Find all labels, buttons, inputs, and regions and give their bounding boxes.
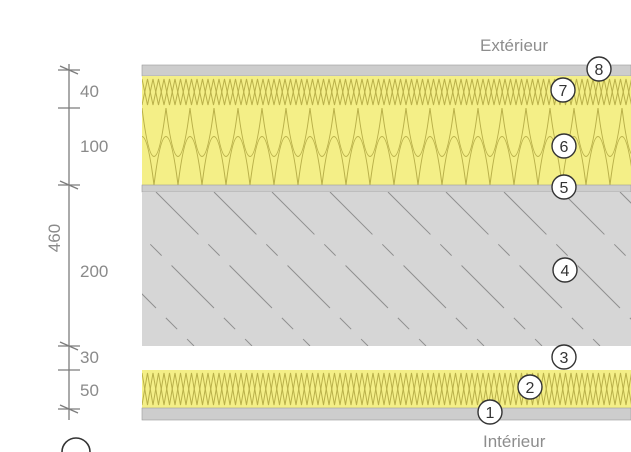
layer-marker-3: 3 [551,344,577,370]
insulation-wave-pattern [142,108,631,185]
dim-label-200: 200 [80,262,108,281]
dim-label-50: 50 [80,381,99,400]
interior-label: Intérieur [483,432,546,451]
layer-number-5: 5 [560,180,569,197]
concrete-hatch-pattern [142,192,631,346]
exterior-render-layer [141,64,631,77]
dimension-line [58,64,80,420]
layer-number-7: 7 [559,83,568,100]
cropped-marker-circle [61,437,91,452]
layer-marker-5: 5 [551,174,577,200]
layer-marker-7: 7 [550,77,576,103]
layer-number-2: 2 [526,380,535,397]
dim-label-30: 30 [80,348,99,367]
layer-number-3: 3 [560,350,569,367]
layer-number-8: 8 [595,62,604,79]
insulation-zigzag-pattern-lower [142,372,631,406]
layer-marker-2: 2 [517,374,543,400]
layer-marker-8: 8 [586,56,612,82]
total-thickness-label: 460 [45,224,64,252]
layer-marker-6: 6 [551,133,577,159]
dim-label-40: 40 [80,82,99,101]
interior-board-layer [141,407,631,421]
layer-marker-4: 4 [552,257,578,283]
layer-number-1: 1 [486,405,495,422]
exterior-label: Extérieur [480,36,548,55]
layer-number-4: 4 [561,263,570,280]
dim-label-100: 100 [80,137,108,156]
layer-number-6: 6 [560,139,569,156]
concrete-layer [142,192,631,346]
air-gap-layer [142,346,631,370]
insulation-layer-100 [142,108,631,185]
layer-marker-1: 1 [477,399,503,425]
